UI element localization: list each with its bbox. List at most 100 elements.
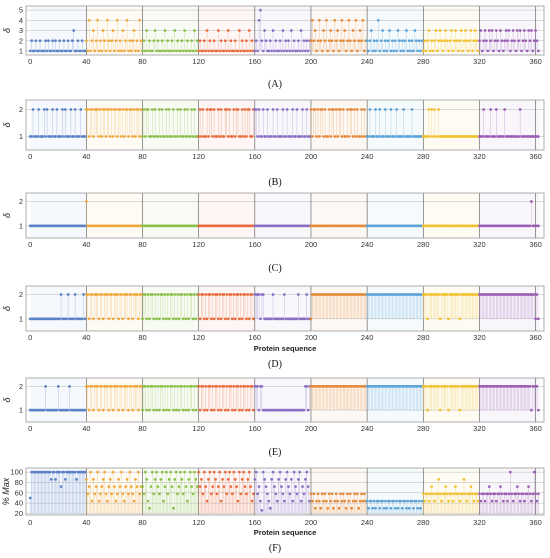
- y-tick-label: 60: [15, 488, 23, 497]
- data-point: [107, 317, 111, 321]
- data-point: [384, 39, 387, 43]
- data-point: [52, 470, 56, 474]
- data-point: [183, 384, 186, 388]
- data-point: [281, 492, 285, 496]
- data-point: [194, 317, 198, 321]
- data-point: [211, 49, 215, 53]
- data-point: [406, 499, 410, 503]
- data-point: [121, 29, 125, 32]
- data-point: [152, 408, 156, 412]
- data-point: [158, 408, 161, 412]
- data-point: [152, 492, 156, 496]
- data-point: [44, 384, 48, 388]
- data-point: [302, 39, 306, 43]
- data-point: [361, 499, 365, 503]
- data-point: [471, 49, 474, 53]
- data-point: [148, 408, 151, 412]
- data-point: [472, 39, 476, 43]
- data-point: [402, 49, 405, 53]
- data-point: [181, 492, 185, 496]
- data-point: [222, 293, 226, 296]
- data-point: [104, 135, 108, 138]
- data-point: [362, 49, 366, 53]
- x-tick-label: 40: [82, 333, 90, 342]
- data-point: [195, 39, 199, 43]
- x-tick-label: 0: [28, 57, 32, 66]
- data-point: [183, 108, 186, 111]
- data-point: [204, 135, 208, 138]
- data-point: [431, 492, 435, 496]
- data-point: [125, 18, 129, 22]
- data-point: [250, 39, 254, 43]
- data-point: [350, 108, 354, 111]
- data-point: [246, 293, 250, 296]
- data-points: [28, 200, 540, 228]
- data-point: [372, 499, 376, 503]
- data-point: [385, 49, 389, 53]
- data-point: [63, 108, 67, 111]
- data-point: [215, 293, 219, 296]
- data-point: [215, 135, 219, 138]
- segment-band: [310, 193, 368, 238]
- data-point: [87, 408, 91, 412]
- data-point: [355, 49, 359, 53]
- data-point: [146, 108, 150, 111]
- data-point: [163, 293, 167, 296]
- data-point: [228, 49, 231, 53]
- data-point: [329, 135, 332, 138]
- data-point: [96, 293, 99, 296]
- data-point: [282, 49, 286, 53]
- data-point: [205, 408, 209, 412]
- data-point: [83, 49, 87, 53]
- data-point: [235, 485, 238, 488]
- x-tick-label: 120: [192, 240, 205, 249]
- data-point: [167, 317, 171, 321]
- data-point: [288, 49, 292, 53]
- data-point: [260, 509, 264, 512]
- data-point: [351, 499, 355, 503]
- data-point: [353, 108, 356, 111]
- data-point: [423, 39, 427, 43]
- data-point: [222, 135, 226, 138]
- data-point: [535, 293, 539, 296]
- x-tick-label: 120: [192, 152, 205, 161]
- data-point: [284, 39, 288, 43]
- data-point: [445, 39, 449, 43]
- data-point: [396, 29, 400, 32]
- x-tick-label: 200: [305, 333, 318, 342]
- data-point: [103, 39, 106, 43]
- data-point: [216, 317, 220, 321]
- data-point: [270, 317, 274, 321]
- data-point: [167, 408, 171, 412]
- data-point: [382, 506, 386, 510]
- data-point: [424, 384, 428, 388]
- data-point: [236, 293, 240, 296]
- data-point: [186, 108, 189, 111]
- data-point: [323, 39, 327, 43]
- x-tick-label: 360: [529, 333, 542, 342]
- data-point: [362, 108, 366, 111]
- data-point: [399, 49, 403, 53]
- data-point: [166, 39, 170, 43]
- data-point: [273, 49, 276, 53]
- data-point: [233, 408, 237, 412]
- data-point: [129, 49, 133, 53]
- data-point: [111, 408, 115, 412]
- data-point: [353, 492, 356, 496]
- data-point: [393, 135, 397, 138]
- data-point: [211, 485, 215, 488]
- data-point: [420, 39, 424, 43]
- data-point: [110, 384, 113, 388]
- data-point: [191, 408, 195, 412]
- data-point: [285, 108, 289, 111]
- data-point: [412, 506, 415, 510]
- data-point: [517, 39, 521, 43]
- data-point: [302, 492, 306, 496]
- data-point: [306, 408, 310, 412]
- data-point: [212, 408, 216, 412]
- data-point: [296, 293, 300, 296]
- data-point: [90, 39, 94, 43]
- data-point: [240, 317, 244, 321]
- x-tick-label: 280: [417, 152, 430, 161]
- data-point: [86, 384, 90, 388]
